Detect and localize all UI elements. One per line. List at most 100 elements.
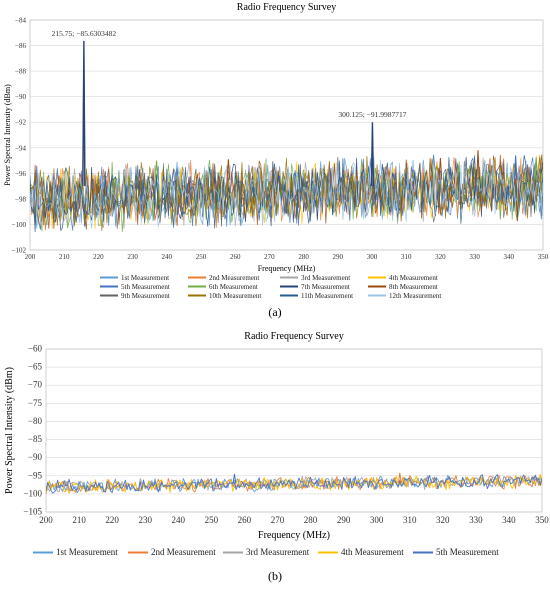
plot-area	[45, 348, 543, 513]
y-tick-label: −98	[15, 195, 26, 203]
x-tick-label: 320	[436, 515, 450, 525]
y-tick-label: −84	[15, 17, 26, 25]
legend-item: 4th Measurement	[368, 274, 438, 282]
x-tick-label: 250	[205, 515, 219, 525]
legend-label: 4th Measurement	[389, 274, 438, 282]
x-tick-label: 210	[72, 515, 86, 525]
legend-label: 5th Measurement	[121, 283, 170, 291]
y-tick-label: −85	[28, 434, 43, 444]
chart-panel-2: Radio Frequency Survey −60 −65 −70 −75 −80 −85…	[4, 331, 549, 583]
x-tick-label: 270	[264, 253, 275, 261]
x-tick-label: 350	[538, 253, 549, 261]
x-tick-label: 210	[59, 253, 70, 261]
x-tick-label: 270	[271, 515, 285, 525]
spike-mark	[438, 157, 443, 180]
plot-area	[29, 19, 544, 251]
legend-item: 4th Measurement	[318, 547, 404, 557]
legend-item: 5th Measurement	[100, 283, 170, 291]
x-tick-label: 300	[367, 253, 378, 261]
x-tick-label: 220	[105, 515, 119, 525]
y-tick-label: −94	[15, 144, 26, 152]
series-group	[30, 40, 543, 233]
series-line-12	[30, 159, 543, 229]
series-group	[46, 472, 542, 494]
legend-item: 9th Measurement	[100, 292, 170, 300]
peak-mark	[82, 40, 86, 187]
x-tick-label: 340	[502, 515, 516, 525]
series-line-5	[46, 474, 542, 494]
legend-label: 7th Measurement	[301, 283, 350, 291]
legend-label: 8th Measurement	[389, 283, 438, 291]
x-tick-label: 220	[93, 253, 104, 261]
y-tick-label: −88	[15, 68, 26, 76]
y-tick-label: −92	[15, 119, 26, 127]
legend-item: 12th Measurement	[368, 292, 441, 300]
legend-label: 2nd Measurement	[151, 547, 216, 557]
x-tick-label: 250	[196, 253, 207, 261]
spike-mark	[232, 473, 237, 484]
x-tick-label: 240	[162, 253, 173, 261]
x-tick-label: 200	[39, 515, 53, 525]
x-tick-label: 260	[230, 253, 241, 261]
legend-label: 11th Measurement	[301, 292, 353, 300]
y-axis-label: Power Spectral Intensity (dBm)	[4, 367, 15, 494]
legend-label: 12th Measurement	[389, 292, 441, 300]
peak-annotation: 215.75; −85.6303482	[52, 29, 117, 38]
legend-item: 2nd Measurement	[128, 547, 216, 557]
peak-annotation: 300.125; −91.9987717	[338, 110, 406, 119]
series-line-11	[30, 154, 543, 230]
y-tick-label: −70	[28, 380, 43, 390]
legend-item: 6th Measurement	[188, 283, 258, 291]
y-tick-label: −86	[15, 42, 26, 50]
y-tick-label: −60	[28, 344, 43, 354]
y-tick-label: −80	[28, 416, 43, 426]
legend-item: 7th Measurement	[280, 283, 350, 291]
legend-item: 11th Measurement	[280, 292, 353, 300]
legend-label: 1st Measurement	[121, 274, 169, 282]
legend-label: 9th Measurement	[121, 292, 170, 300]
y-tick-label: −90	[28, 452, 43, 462]
x-tick-label: 330	[469, 253, 480, 261]
spike-mark	[513, 155, 518, 180]
y-tick-label: −65	[28, 362, 43, 372]
chart-panel-1: Radio Frequency Survey −84 −86 −88 −90 −92 −94…	[3, 2, 549, 319]
y-tick-label: −102	[12, 247, 27, 255]
x-tick-label: 320	[435, 253, 446, 261]
x-tick-label: 300	[370, 515, 384, 525]
legend-label: 2nd Measurement	[209, 274, 259, 282]
spike-mark	[397, 472, 402, 484]
legend-item: 8th Measurement	[368, 283, 438, 291]
y-tick-label: −90	[15, 93, 26, 101]
x-tick-label: 340	[504, 253, 515, 261]
x-tick-label: 350	[535, 515, 549, 525]
legend-label: 1st Measurement	[56, 547, 118, 557]
legend-item: 1st Measurement	[100, 274, 169, 282]
x-tick-label: 310	[403, 515, 417, 525]
x-tick-label: 290	[337, 515, 351, 525]
chart-title: Radio Frequency Survey	[244, 331, 343, 342]
legend-label: 10th Measurement	[209, 292, 261, 300]
y-tick-label: −75	[28, 398, 43, 408]
legend-item: 1st Measurement	[33, 547, 118, 557]
y-tick-label: −100	[12, 221, 27, 229]
peak-mark	[370, 122, 375, 187]
legend-label: 6th Measurement	[209, 283, 258, 291]
legend-item: 3rd Measurement	[280, 274, 350, 282]
legend-label: 3rd Measurement	[301, 274, 350, 282]
legend-item: 10th Measurement	[188, 292, 261, 300]
legend-item: 2nd Measurement	[188, 274, 259, 282]
y-tick-label: −100	[23, 488, 42, 498]
y-axis-label: Power Spectral Intensity (dBm)	[3, 84, 12, 186]
spike-mark	[534, 157, 539, 180]
x-tick-label: 230	[127, 253, 138, 261]
x-tick-label: 230	[138, 515, 152, 525]
spike-mark	[226, 159, 231, 180]
chart-title: Radio Frequency Survey	[237, 2, 336, 13]
spike-mark	[154, 160, 159, 180]
legend-label: 3rd Measurement	[246, 547, 310, 557]
legend-item: 3rd Measurement	[223, 547, 310, 557]
x-tick-label: 280	[304, 515, 318, 525]
x-tick-label: 260	[238, 515, 252, 525]
x-tick-label: 200	[25, 253, 36, 261]
